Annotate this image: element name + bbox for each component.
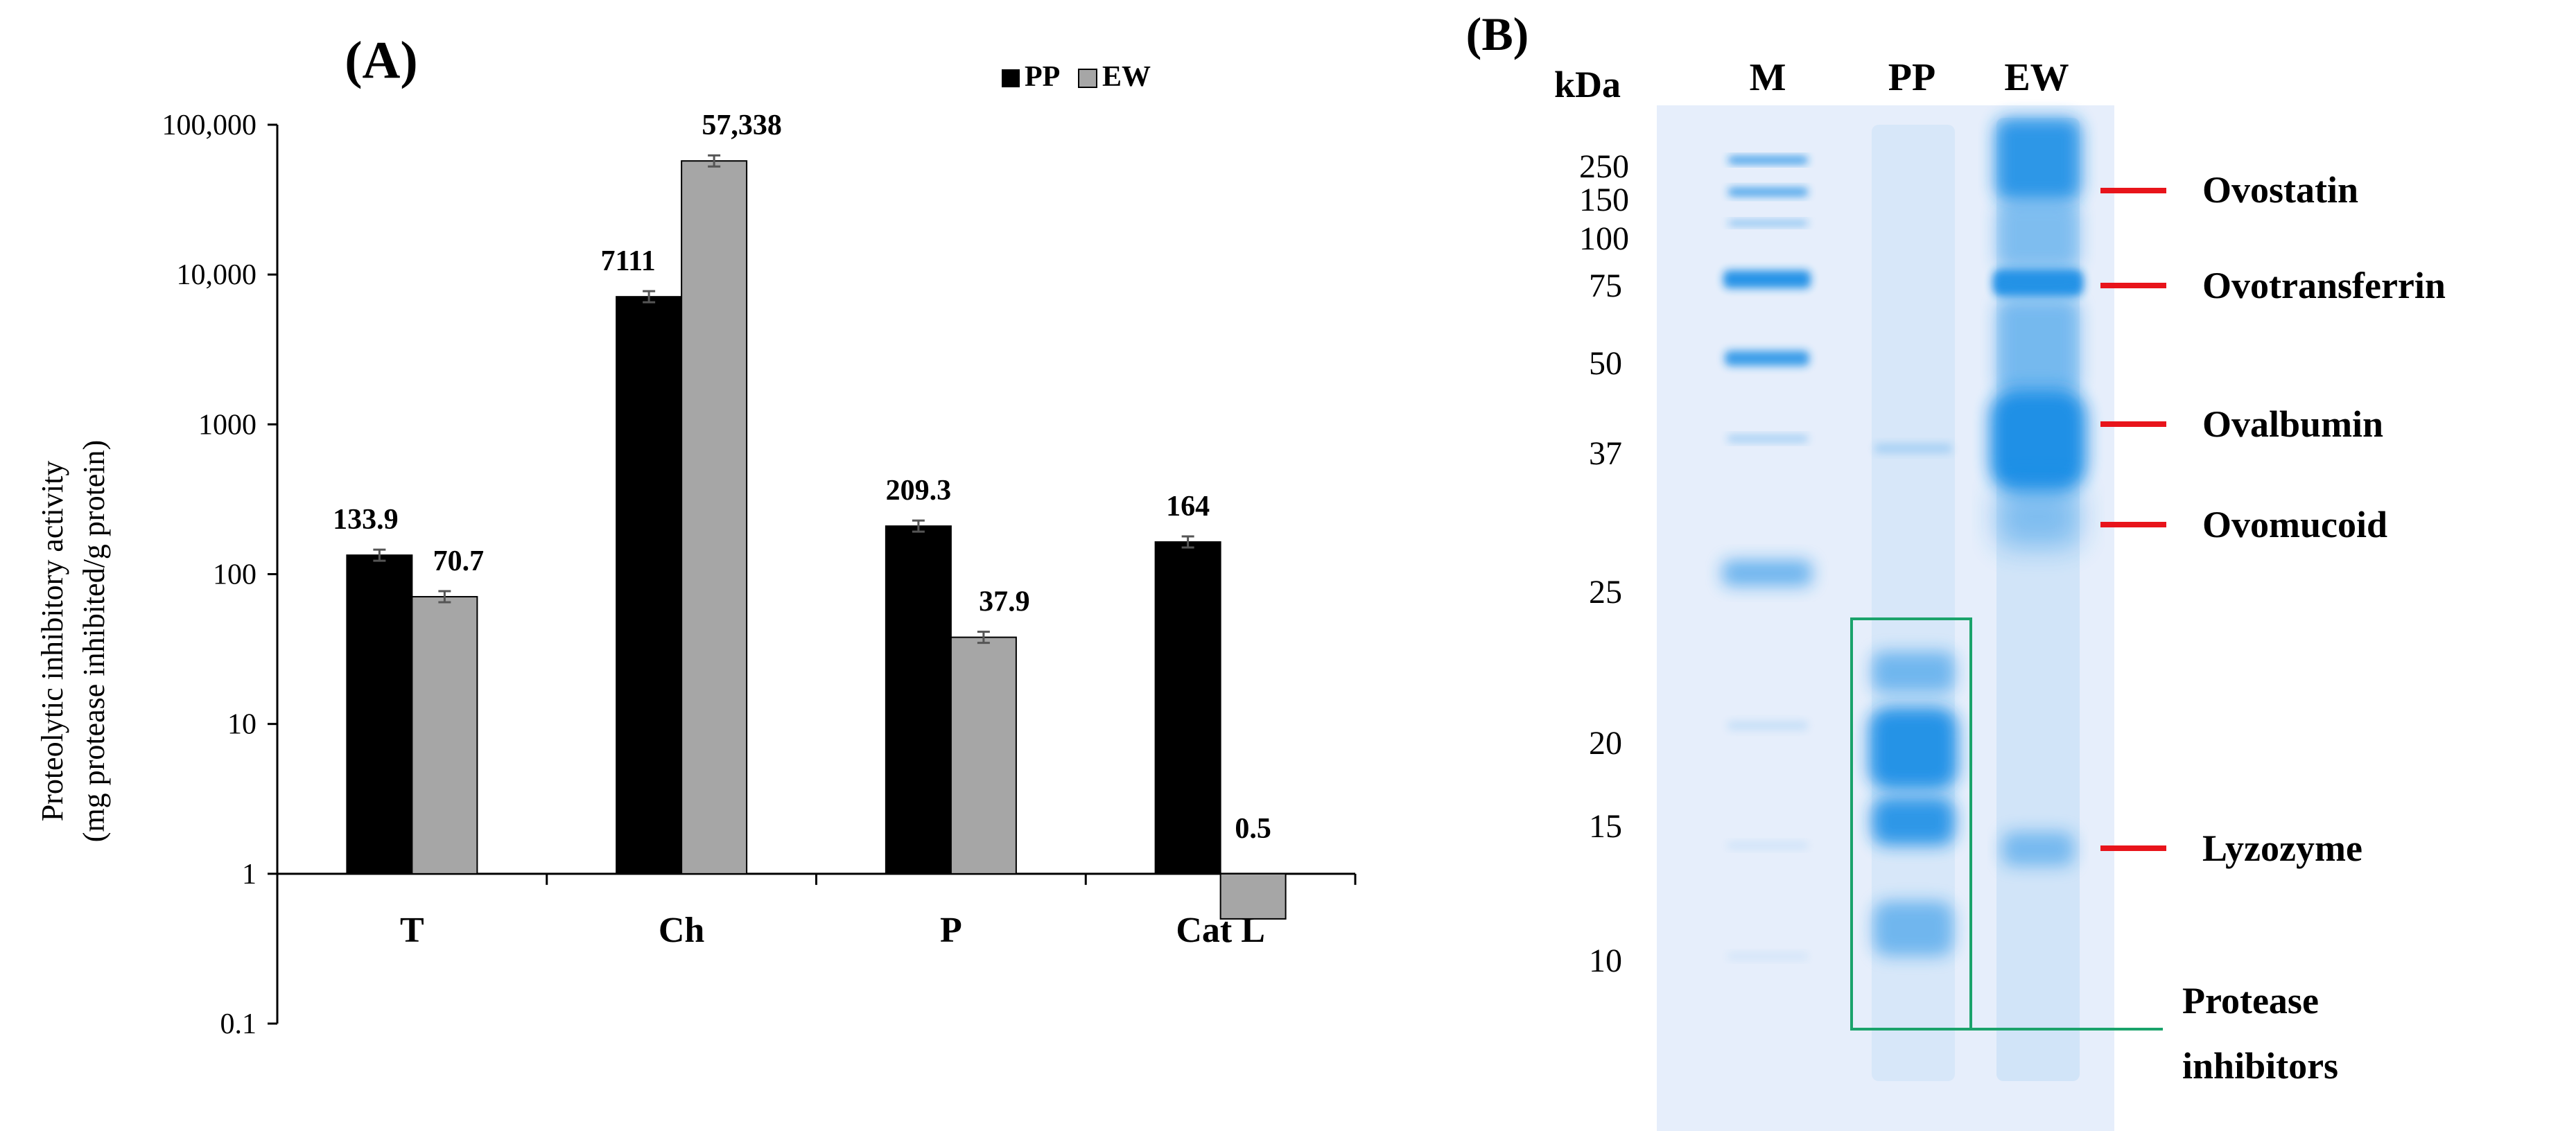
pp-lane <box>1869 125 1958 1081</box>
legend-swatch-ew <box>1078 69 1097 88</box>
x-tick-label: T <box>400 911 424 950</box>
pp-band-lower <box>1872 797 1955 845</box>
marker-size-20: 20 <box>1589 725 1622 762</box>
ew-band-ovotransferrin <box>1992 269 2084 297</box>
protein-annotations: Ovostatin Ovotransferrin Ovalbumin Ovomu… <box>2100 169 2446 1087</box>
x-tick-label: Ch <box>659 911 705 950</box>
lyzozyme-label: Lyzozyme <box>2202 827 2362 869</box>
pp-band-bottom <box>1873 901 1953 956</box>
chart-plot-area: 0.1 1 10 100 1000 10,000 100,000 T 133.9 70.7 Ch 71… <box>162 109 1357 1040</box>
legend-swatch-pp <box>1002 69 1020 87</box>
panel-b: (B) kDa M PP EW <box>1466 8 2446 1131</box>
marker-size-37: 37 <box>1589 435 1622 472</box>
data-label: 57,338 <box>702 109 782 141</box>
ew-band-mid-smear <box>1996 298 2080 395</box>
data-label: 7111 <box>600 245 655 277</box>
marker-size-labels: 250 150 100 75 50 37 25 20 15 10 <box>1579 148 1629 979</box>
ovotransferrin-label: Ovotransferrin <box>2202 265 2446 306</box>
kda-label: kDa <box>1554 64 1621 105</box>
marker-lane <box>1722 157 1812 960</box>
lane-label-ew: EW <box>2004 56 2069 99</box>
y-tick-label: 100,000 <box>162 109 257 141</box>
bar-ew <box>411 596 478 875</box>
bar-pp <box>1154 541 1221 875</box>
legend-label-pp: PP <box>1025 61 1060 93</box>
data-label: 164 <box>1166 491 1210 523</box>
pp-band-main <box>1869 707 1958 790</box>
ew-band-ovalbumin <box>1990 388 2087 492</box>
pp-band-37 <box>1874 444 1952 453</box>
data-label: 0.5 <box>1235 813 1271 845</box>
marker-band-250 <box>1728 157 1808 164</box>
lane-label-m: M <box>1750 56 1786 99</box>
bar-ew <box>1219 873 1287 920</box>
marker-size-150: 150 <box>1579 182 1629 218</box>
ew-band-lyzozyme <box>2002 832 2074 866</box>
data-label: 133.9 <box>333 504 399 536</box>
bar-pp <box>885 525 952 875</box>
marker-band-50 <box>1725 351 1809 366</box>
x-tick-label: P <box>940 911 962 950</box>
panel-a-label: (A) <box>345 31 418 89</box>
marker-size-75: 75 <box>1589 268 1622 304</box>
y-axis-title: Proteolytic inhibitory activity (mg prot… <box>35 440 111 842</box>
y-tick-label: 1 <box>242 859 256 891</box>
y-tick-label: 1000 <box>198 409 256 441</box>
marker-size-250: 250 <box>1579 148 1629 185</box>
legend: PP EW <box>1002 61 1151 93</box>
panel-b-label: (B) <box>1466 8 1529 60</box>
marker-size-50: 50 <box>1589 345 1622 382</box>
data-label: 70.7 <box>433 545 485 577</box>
marker-size-15: 15 <box>1589 808 1622 845</box>
bar-ew <box>681 160 748 875</box>
lane-label-pp: PP <box>1888 56 1935 99</box>
marker-band-15 <box>1728 842 1808 849</box>
y-tick-label: 0.1 <box>220 1008 257 1040</box>
y-axis-title-line1: Proteolytic inhibitory activity <box>35 461 69 822</box>
marker-size-25: 25 <box>1589 574 1622 611</box>
bar-pp <box>616 296 683 875</box>
marker-size-10: 10 <box>1589 942 1622 979</box>
bar-ew <box>950 636 1017 875</box>
marker-band-150 <box>1728 188 1808 196</box>
marker-band-25 <box>1722 560 1812 586</box>
ew-band-upper-smear <box>1996 201 2080 270</box>
pp-band-upper <box>1872 651 1955 693</box>
gel-image <box>1657 105 2163 1131</box>
marker-band-75 <box>1723 270 1811 288</box>
protease-inhibitor-box <box>1850 617 1972 1031</box>
protease-inhibitors-label-line2: inhibitors <box>2182 1045 2338 1087</box>
y-tick-label: 10 <box>227 709 256 741</box>
marker-band-100 <box>1728 220 1808 226</box>
marker-size-100: 100 <box>1579 220 1629 257</box>
marker-band-20 <box>1728 721 1808 730</box>
y-tick-label: 10,000 <box>177 259 257 291</box>
protease-inhibitors-label-line1: Protease <box>2182 980 2319 1022</box>
ew-lane <box>1990 118 2087 1081</box>
marker-band-10 <box>1728 953 1808 960</box>
ovostatin-label: Ovostatin <box>2202 169 2358 211</box>
marker-band-37 <box>1728 435 1808 442</box>
data-label: 209.3 <box>886 475 952 507</box>
ew-band-ovostatin <box>1995 118 2081 201</box>
data-label: 37.9 <box>979 586 1030 618</box>
y-tick-label: 100 <box>213 559 256 591</box>
ovomucoid-label: Ovomucoid <box>2202 504 2387 545</box>
bar-pp <box>346 554 413 875</box>
ew-band-ovomucoid <box>1996 485 2080 547</box>
legend-label-ew: EW <box>1102 61 1151 93</box>
ovalbumin-label: Ovalbumin <box>2202 403 2383 445</box>
y-axis-title-line2: (mg protease inhibited/g protein) <box>77 440 111 842</box>
panel-a: (A) Proteolytic inhibitory activity (mg … <box>35 31 1357 1040</box>
